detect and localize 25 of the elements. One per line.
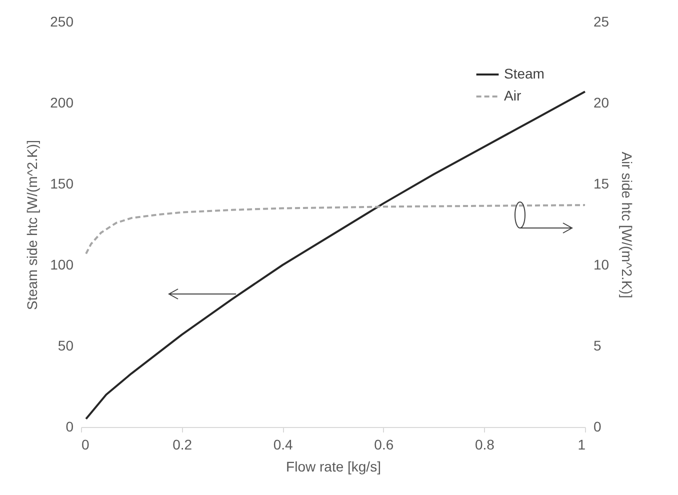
y2-tick-label: 15	[594, 176, 610, 192]
y2-tick-label: 5	[594, 338, 602, 354]
y-tick-label: 50	[58, 338, 74, 354]
y-tick-label: 200	[50, 94, 74, 110]
y-tick-label: 150	[50, 176, 74, 192]
x-tick-label: 0.2	[172, 436, 192, 452]
y2-axis-title: Air side htc [W/(m^2.K)]	[619, 152, 636, 298]
y-tick-label: 0	[66, 418, 74, 434]
x-tick-label: 1	[578, 436, 586, 452]
x-tick-label: 0.4	[273, 436, 294, 452]
y-tick-label: 100	[50, 256, 74, 272]
line-series	[85, 90, 586, 420]
legend-label: Air	[504, 88, 522, 104]
x-tick-label: 0.8	[474, 436, 495, 452]
x-tick-label: 0	[82, 436, 90, 452]
legend-label: Steam	[504, 66, 544, 82]
y-tick-label: 250	[50, 14, 74, 30]
x-axis-title: Flow rate [kg/s]	[286, 458, 381, 474]
y2-tick-label: 0	[594, 418, 602, 434]
line-series	[85, 204, 586, 255]
y-axis-title: Steam side htc [W/(m^2.K)]	[24, 140, 40, 310]
x-tick-label: 0.6	[374, 436, 394, 452]
y2-tick-label: 20	[594, 94, 610, 110]
y2-tick-label: 25	[594, 14, 610, 30]
y2-tick-label: 10	[594, 256, 610, 272]
